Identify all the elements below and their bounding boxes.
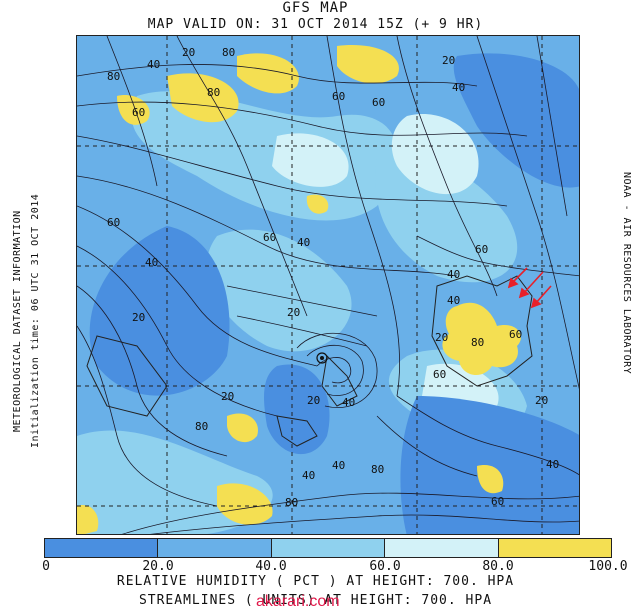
contour-label: 80 (107, 70, 120, 83)
humidity-zone-yellow (167, 73, 239, 123)
contour-label: 20 (287, 306, 300, 319)
streamlines (77, 36, 579, 534)
humidity-zone-60-80 (206, 229, 352, 352)
legend-swatch-20-40 (158, 539, 272, 557)
legend-swatch-0-20 (45, 539, 159, 557)
contour-label: 40 (447, 268, 460, 281)
initialization-time-label: Initialization time: 06 UTC 31 OCT 2014 (30, 193, 41, 448)
contour-label: 40 (452, 81, 465, 94)
humidity-zone-yellow (227, 413, 258, 443)
contour-label: 60 (509, 328, 522, 341)
contour-label: 60 (475, 243, 488, 256)
map-title: GFS MAP (282, 0, 349, 16)
contour-label: 40 (145, 256, 158, 269)
humidity-zone-80-100 (272, 133, 349, 187)
red-arrow-icon (522, 271, 544, 295)
contour-label: 20 (442, 54, 455, 67)
humidity-map: 20 80 40 80 80 60 20 60 40 60 60 40 40 2… (76, 35, 580, 535)
legend-swatch-40-60 (271, 539, 386, 557)
map-grid (77, 36, 579, 534)
contour-label: 80 (207, 86, 220, 99)
contour-label: 40 (447, 294, 460, 307)
humidity-zone-60-80 (131, 91, 398, 221)
contour-label: 20 (307, 394, 320, 407)
humidity-zone-yellow (77, 505, 99, 534)
humidity-zone-0-20 (89, 226, 230, 396)
contour-label: 20 (221, 390, 234, 403)
contour-label: 20 (535, 394, 548, 407)
humidity-legend (44, 538, 612, 558)
coastlines (86, 275, 533, 447)
humidity-zone-0-20 (264, 364, 330, 455)
noaa-label: NOAA - AIR RESOURCES LABORATORY (621, 172, 631, 375)
contour-label: 40 (332, 459, 345, 472)
humidity-zone-yellow (217, 483, 273, 525)
contour-label: 20 (132, 311, 145, 324)
red-arrow-head-icon (530, 297, 542, 309)
humidity-zone-yellow (337, 45, 399, 84)
red-arrow-head-icon (518, 287, 530, 299)
contour-labels: 20 80 40 80 80 60 20 60 40 60 60 40 40 2… (107, 46, 559, 509)
contour-label: 40 (297, 236, 310, 249)
humidity-zone-yellow (442, 302, 521, 376)
red-arrow-head-icon (507, 277, 519, 289)
legend-tick: 80.0 (482, 559, 514, 574)
map-canvas: 20 80 40 80 80 60 20 60 40 60 60 40 40 2… (77, 36, 579, 534)
contour-label: 40 (546, 458, 559, 471)
contour-label: 80 (371, 463, 384, 476)
red-arrow-icon (534, 285, 552, 305)
contour-label: 40 (302, 469, 315, 482)
humidity-zone-yellow (477, 465, 504, 494)
legend-tick: 100.0 (588, 559, 628, 574)
legend-tick: 60.0 (369, 559, 401, 574)
humidity-zone-60-80 (375, 154, 518, 283)
contour-label: 80 (222, 46, 235, 59)
contour-label: 20 (435, 331, 448, 344)
contour-label: 60 (372, 96, 385, 109)
legend-swatch-60-80 (385, 539, 499, 557)
legend-swatch-80-100 (498, 539, 612, 557)
contour-label: 60 (491, 495, 504, 508)
contour-label: 40 (147, 58, 160, 71)
contour-label: 80 (195, 420, 208, 433)
contour-label: 20 (182, 46, 195, 59)
humidity-zone-0-20 (400, 396, 579, 534)
contour-label: 80 (285, 496, 298, 509)
contour-label: 60 (107, 216, 120, 229)
contour-label: 80 (471, 336, 484, 349)
humidity-zone-yellow (306, 194, 329, 214)
dataset-info-label: METEOROLOGICAL DATASET INFORMATION (12, 210, 23, 432)
vortex-center (316, 352, 328, 364)
annotation-arrows (507, 267, 552, 309)
vortex-core (320, 356, 324, 360)
contour-label: 40 (342, 396, 355, 409)
contour-label: 60 (332, 90, 345, 103)
humidity-caption: RELATIVE HUMIDITY ( PCT ) AT HEIGHT: 700… (116, 574, 515, 589)
humidity-zone-yellow (237, 53, 299, 94)
contour-label: 60 (132, 106, 145, 119)
contour-label: 60 (433, 368, 446, 381)
map-valid-time: MAP VALID ON: 31 OCT 2014 15Z (+ 9 HR) (147, 17, 484, 32)
legend-tick: 40.0 (255, 559, 287, 574)
watermark: akarari.com (256, 593, 340, 610)
legend-tick: 0 (42, 559, 50, 574)
humidity-zone-0-20 (453, 53, 579, 188)
contour-label: 60 (263, 231, 276, 244)
humidity-zone-80-100 (391, 114, 479, 195)
legend-tick: 20.0 (142, 559, 174, 574)
streamlines-caption: STREAMLINES ( UNITS) AT HEIGHT: 700. HPA (138, 593, 493, 608)
